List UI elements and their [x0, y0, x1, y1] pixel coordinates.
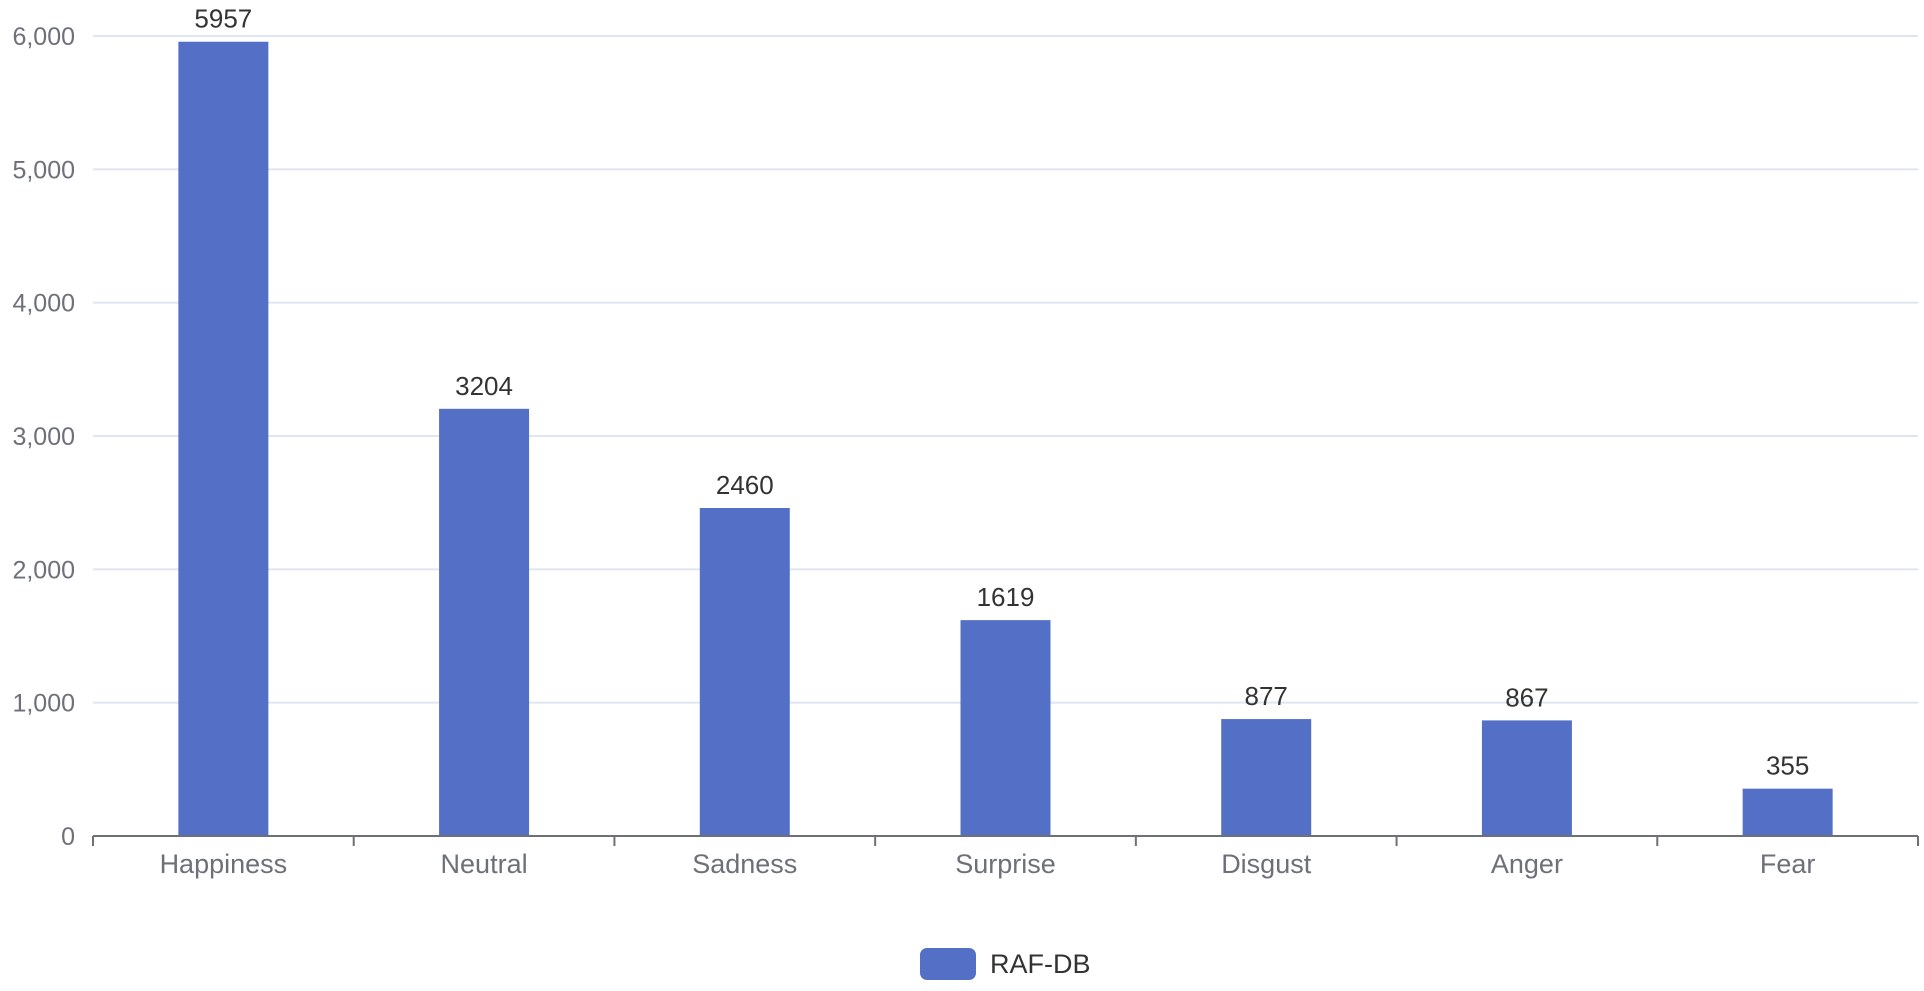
- x-category-label: Sadness: [692, 849, 797, 879]
- bars: [178, 41, 1833, 836]
- x-category-label: Happiness: [160, 849, 288, 879]
- data-label-anger: 867: [1505, 682, 1548, 712]
- x-axis: Happiness Neutral Sadness Surprise Disgust An…: [92, 835, 1919, 879]
- bar-happiness[interactable]: [178, 41, 269, 836]
- y-tick-label: 4,000: [12, 290, 75, 318]
- bar-disgust[interactable]: [1221, 719, 1312, 836]
- x-category-label: Anger: [1491, 849, 1563, 879]
- bar-surprise[interactable]: [960, 620, 1051, 836]
- y-tick-label: 6,000: [12, 23, 75, 51]
- y-tick-label: 0: [61, 823, 75, 851]
- data-label-sadness: 2460: [716, 470, 774, 500]
- data-label-surprise: 1619: [977, 582, 1035, 612]
- x-category-label: Neutral: [441, 849, 528, 879]
- x-category-label: Disgust: [1221, 849, 1312, 879]
- data-label-neutral: 3204: [455, 371, 513, 401]
- y-tick-label: 3,000: [12, 423, 75, 451]
- x-category-label: Fear: [1760, 849, 1816, 879]
- data-label-disgust: 877: [1245, 681, 1288, 711]
- legend[interactable]: RAF-DB: [920, 948, 1091, 980]
- data-label-happiness: 5957: [194, 4, 252, 34]
- legend-swatch[interactable]: [920, 948, 976, 980]
- x-category-label: Surprise: [955, 849, 1056, 879]
- data-labels: 5957 3204 2460 1619 877 867 355: [194, 4, 1809, 781]
- y-tick-label: 5,000: [12, 156, 75, 184]
- legend-label[interactable]: RAF-DB: [990, 949, 1091, 979]
- bar-anger[interactable]: [1481, 720, 1572, 836]
- bar-sadness[interactable]: [699, 508, 790, 836]
- bar-neutral[interactable]: [439, 408, 530, 836]
- y-tick-label: 2,000: [12, 556, 75, 584]
- y-tick-label: 1,000: [12, 690, 75, 718]
- bar-fear[interactable]: [1742, 788, 1833, 836]
- data-label-fear: 355: [1766, 751, 1809, 781]
- y-axis-ticks: 0 1,000 2,000 3,000 4,000 5,000 6,000: [12, 23, 75, 851]
- grid-layer: [93, 35, 1918, 704]
